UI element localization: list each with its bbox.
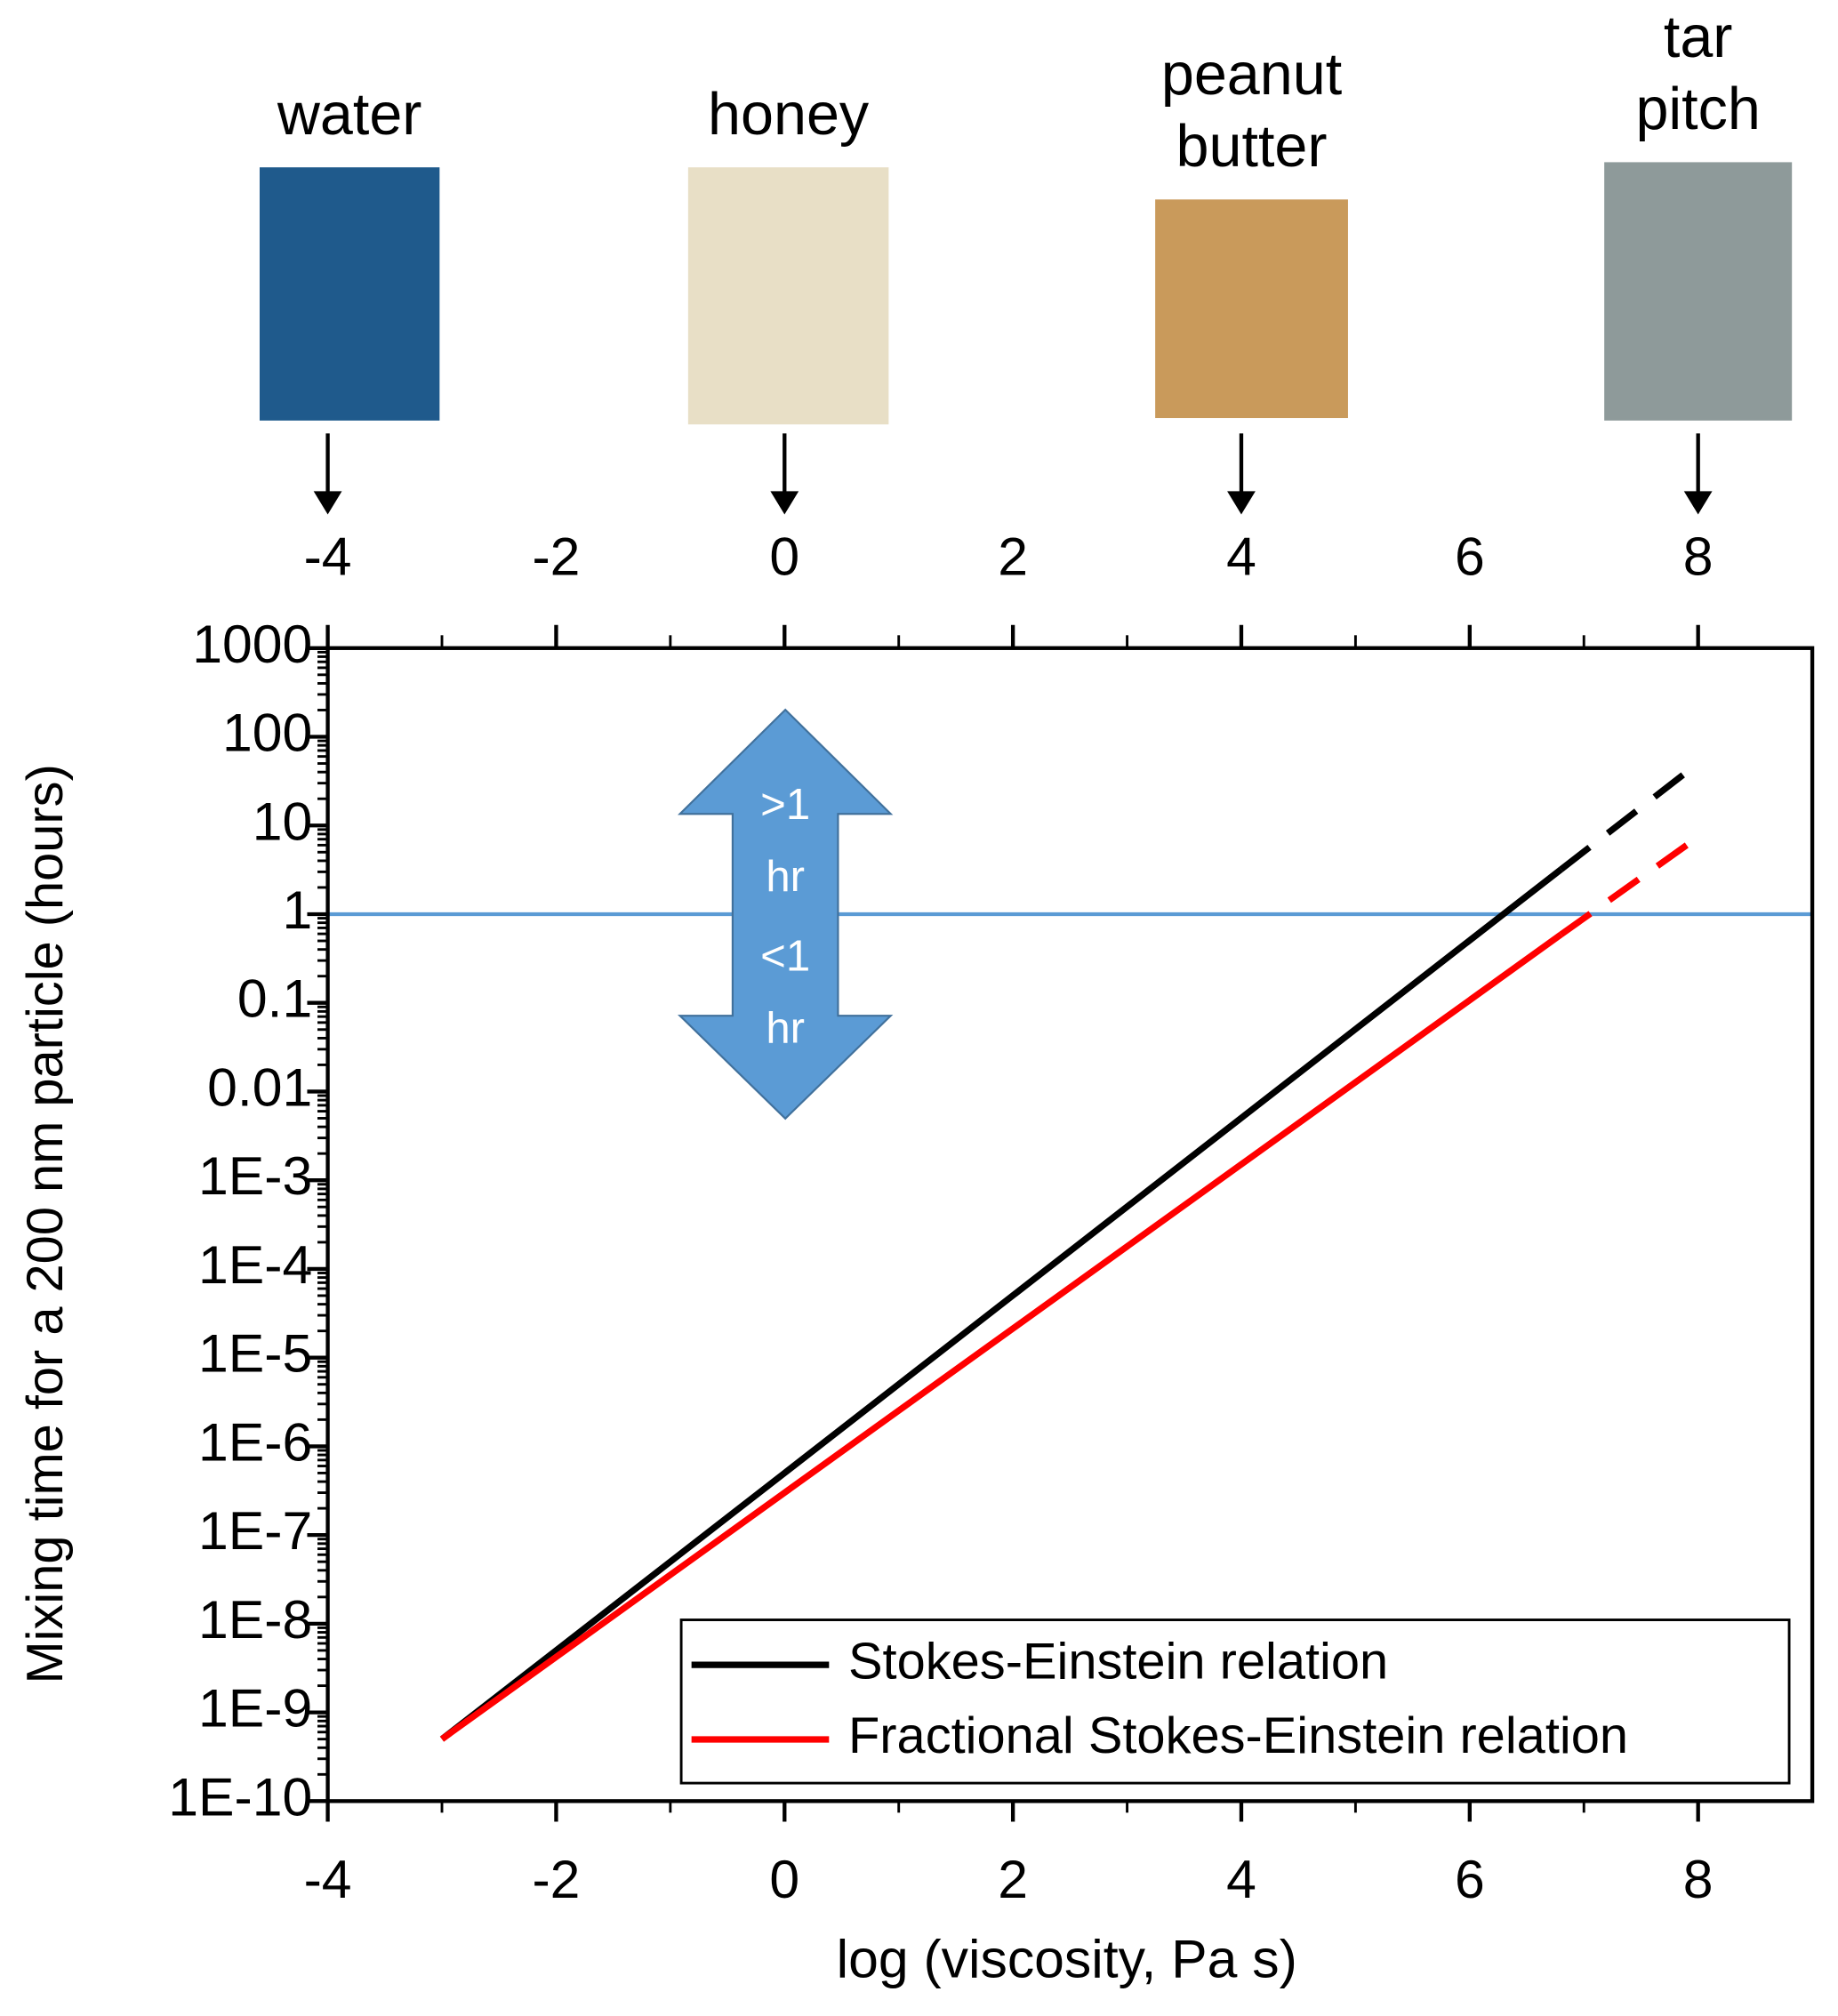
series-line-dashed <box>1559 769 1690 872</box>
material-label: peanut <box>1161 42 1342 108</box>
y-tick-label: 10 <box>253 791 313 851</box>
material-image <box>1604 162 1793 421</box>
arrow-label: hr <box>766 1005 805 1053</box>
x-tick-label: -4 <box>304 1849 352 1909</box>
x-axis-title: log (viscosity, Pa s) <box>837 1929 1297 1989</box>
legend-box <box>679 1618 1791 1785</box>
top-x-tick-label: 0 <box>769 526 799 587</box>
arrow-label: hr <box>766 853 805 901</box>
material-label: pitch <box>1635 76 1760 142</box>
x-tick-label: 8 <box>1683 1849 1714 1909</box>
material-label: butter <box>1176 114 1328 180</box>
y-tick-label: 1000 <box>192 614 312 674</box>
y-tick-label: 1E-3 <box>198 1145 312 1206</box>
arrow-head <box>770 491 799 515</box>
y-tick-label: 0.1 <box>237 968 312 1029</box>
plot-frame <box>325 646 1815 1803</box>
arrow-label: >1 <box>760 781 810 829</box>
arrow-head <box>1683 491 1713 515</box>
y-tick-label: 0.01 <box>207 1056 312 1117</box>
double-arrow <box>677 708 894 1120</box>
top-x-tick-label: -4 <box>304 526 352 587</box>
arrow-head <box>1227 491 1256 515</box>
material-label: honey <box>708 82 870 148</box>
series-line <box>439 931 1563 1742</box>
material-image <box>1155 199 1348 419</box>
top-x-tick-label: 4 <box>1226 526 1256 587</box>
y-tick-label: 1 <box>282 879 312 940</box>
x-tick-label: 0 <box>769 1849 799 1909</box>
y-tick-label: 1E-9 <box>198 1678 312 1739</box>
y-tick-label: 1E-6 <box>198 1411 312 1472</box>
top-x-tick-label: -2 <box>532 526 580 587</box>
legend-label: Stokes-Einstein relation <box>848 1633 1388 1690</box>
y-tick-label: 1E-7 <box>198 1500 312 1561</box>
arrow-label: <1 <box>760 933 810 981</box>
x-tick-label: 6 <box>1455 1849 1485 1909</box>
top-x-tick-label: 8 <box>1683 526 1714 587</box>
y-axis-title: Mixing time for a 200 nm particle (hours… <box>17 764 74 1683</box>
y-tick-label: 1E-8 <box>198 1589 312 1650</box>
legend-label: Fractional Stokes-Einstein relation <box>848 1707 1628 1764</box>
y-tick-label: 1E-10 <box>168 1766 312 1827</box>
series-line <box>439 866 1563 1742</box>
x-tick-label: -2 <box>532 1849 580 1909</box>
arrow-head <box>313 491 342 515</box>
x-tick-label: 2 <box>998 1849 1028 1909</box>
material-image <box>687 167 889 425</box>
y-tick-label: 1E-5 <box>198 1323 312 1384</box>
x-tick-label: 4 <box>1226 1849 1256 1909</box>
material-label: water <box>277 82 422 148</box>
top-x-tick-label: 6 <box>1455 526 1485 587</box>
series-line-dashed <box>1559 842 1689 937</box>
material-image <box>259 167 440 421</box>
top-x-tick-label: 2 <box>998 526 1028 587</box>
y-tick-label: 100 <box>222 703 312 763</box>
y-tick-label: 1E-4 <box>198 1234 312 1295</box>
material-label: tar <box>1664 4 1733 70</box>
